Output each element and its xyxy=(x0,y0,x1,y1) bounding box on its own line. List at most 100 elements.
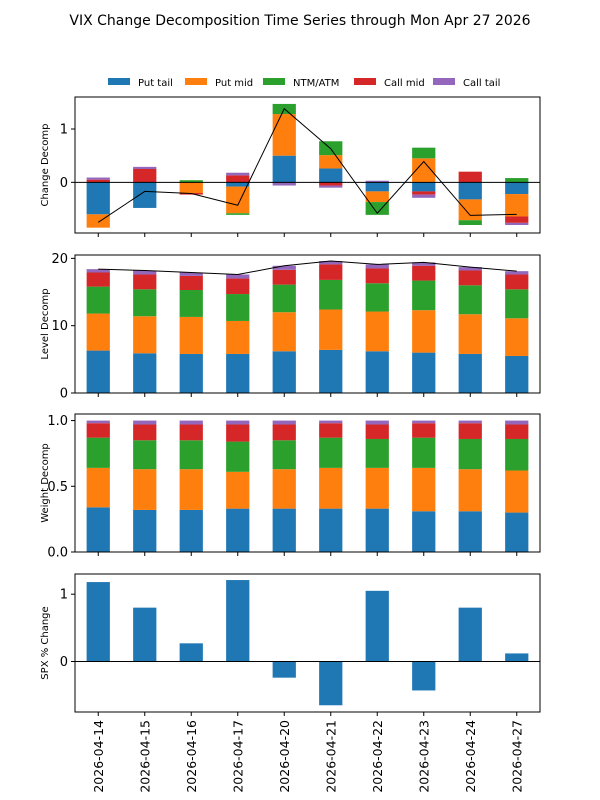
bar-call-tail-4 xyxy=(272,182,296,186)
bar-ntm-atm-4 xyxy=(272,440,296,470)
bar-put-mid-3 xyxy=(226,320,250,354)
bar-call-tail-6 xyxy=(365,180,389,183)
bar-call-tail-0 xyxy=(86,177,110,180)
bar-call-tail-6 xyxy=(365,420,389,425)
y-tick-label: 1.0 xyxy=(47,414,68,429)
y-tick-label: 1 xyxy=(60,123,68,138)
bar-call-tail-3 xyxy=(226,274,250,279)
bar-put-tail-4 xyxy=(272,351,296,393)
bar-ntm-atm-9 xyxy=(505,178,529,183)
bar-put-mid-6 xyxy=(365,311,389,352)
legend-swatch xyxy=(185,78,207,85)
bar-spx-change-5 xyxy=(319,661,343,706)
bar-put-tail-5 xyxy=(319,168,343,183)
bar-call-tail-0 xyxy=(86,420,110,424)
y-tick-label: 0 xyxy=(60,176,68,191)
bar-call-mid-3 xyxy=(226,175,250,183)
legend-label: Call mid xyxy=(384,78,425,89)
bar-call-mid-5 xyxy=(319,182,343,186)
bar-ntm-atm-2 xyxy=(179,290,203,317)
bar-call-tail-9 xyxy=(505,420,529,425)
legend-entry-put-tail: Put tail xyxy=(108,78,173,89)
bar-call-tail-1 xyxy=(133,166,157,169)
legend-swatch xyxy=(354,78,376,85)
bar-ntm-atm-8 xyxy=(458,220,482,225)
bar-put-mid-2 xyxy=(179,469,203,510)
bar-put-mid-4 xyxy=(272,312,296,352)
bar-call-tail-0 xyxy=(86,269,110,273)
bar-call-mid-4 xyxy=(272,269,296,285)
bar-call-tail-2 xyxy=(179,272,203,276)
bar-put-tail-9 xyxy=(505,182,529,195)
bar-spx-change-4 xyxy=(272,661,296,678)
bar-put-mid-1 xyxy=(133,469,157,510)
legend-entry-ntm-atm: NTM/ATM xyxy=(263,78,339,89)
y-axis-label: Change Decomp xyxy=(40,123,51,206)
bar-ntm-atm-9 xyxy=(505,289,529,319)
bar-put-tail-0 xyxy=(86,350,110,393)
bar-call-mid-9 xyxy=(505,424,529,439)
bar-put-tail-3 xyxy=(226,508,250,552)
y-axis-label: Level Decomp xyxy=(40,288,51,359)
bar-ntm-atm-2 xyxy=(179,180,203,183)
bar-call-mid-7 xyxy=(412,423,436,438)
bar-call-tail-5 xyxy=(319,261,343,265)
bar-put-tail-7 xyxy=(412,511,436,552)
bar-ntm-atm-7 xyxy=(412,437,436,468)
bar-put-tail-2 xyxy=(179,509,203,552)
bar-call-mid-1 xyxy=(133,274,157,290)
bar-put-tail-1 xyxy=(133,353,157,393)
x-tick-label: 2026-04-24 xyxy=(463,720,478,793)
bar-ntm-atm-7 xyxy=(412,147,436,159)
bar-spx-change-8 xyxy=(458,607,482,662)
bar-call-tail-3 xyxy=(226,172,250,176)
bar-put-mid-5 xyxy=(319,467,343,509)
axes-frame xyxy=(74,254,541,394)
bar-call-mid-0 xyxy=(86,272,110,287)
bar-call-tail-3 xyxy=(226,420,250,425)
bar-call-mid-6 xyxy=(365,268,389,284)
panel-2: 0 10 20 Level Decomp xyxy=(40,252,541,402)
bar-spx-change-7 xyxy=(412,661,436,691)
x-tick-label: 2026-04-14 xyxy=(91,720,106,793)
bar-call-tail-1 xyxy=(133,420,157,425)
bar-put-mid-6 xyxy=(365,467,389,509)
bar-ntm-atm-3 xyxy=(226,294,250,321)
bar-put-tail-3 xyxy=(226,182,250,187)
bar-ntm-atm-7 xyxy=(412,280,436,311)
x-tick-label: 2026-04-23 xyxy=(416,720,431,793)
y-tick-label: 0.0 xyxy=(47,546,68,561)
bar-put-tail-5 xyxy=(319,508,343,552)
x-tick-label: 2026-04-17 xyxy=(230,720,245,793)
bar-put-mid-4 xyxy=(272,469,296,509)
bar-spx-change-1 xyxy=(133,607,157,662)
bar-put-mid-1 xyxy=(133,316,157,354)
bar-call-mid-0 xyxy=(86,423,110,438)
legend-entry-call-mid: Call mid xyxy=(354,78,425,89)
bar-put-tail-8 xyxy=(458,511,482,552)
bar-call-mid-0 xyxy=(86,179,110,183)
bar-call-mid-9 xyxy=(505,274,529,290)
panel-1: 0 1 Change Decomp xyxy=(40,96,541,237)
bar-call-mid-8 xyxy=(458,270,482,286)
bar-ntm-atm-5 xyxy=(319,437,343,468)
x-tick-label: 2026-04-27 xyxy=(509,720,524,793)
bar-put-mid-8 xyxy=(458,199,482,221)
bar-put-tail-6 xyxy=(365,182,389,192)
legend-swatch xyxy=(263,78,285,85)
bar-put-mid-9 xyxy=(505,318,529,356)
bar-put-tail-8 xyxy=(458,353,482,393)
bar-ntm-atm-0 xyxy=(86,286,110,314)
bar-call-tail-5 xyxy=(319,420,343,424)
bar-put-tail-5 xyxy=(319,349,343,393)
bar-put-tail-3 xyxy=(226,353,250,393)
legend-swatch xyxy=(108,78,130,85)
bar-call-mid-5 xyxy=(319,264,343,280)
x-tick-label: 2026-04-22 xyxy=(370,720,385,793)
bar-call-tail-4 xyxy=(272,420,296,425)
y-tick-label: 1 xyxy=(60,588,68,603)
bar-put-mid-3 xyxy=(226,471,250,509)
bar-put-tail-4 xyxy=(272,508,296,552)
total-line xyxy=(97,107,517,223)
